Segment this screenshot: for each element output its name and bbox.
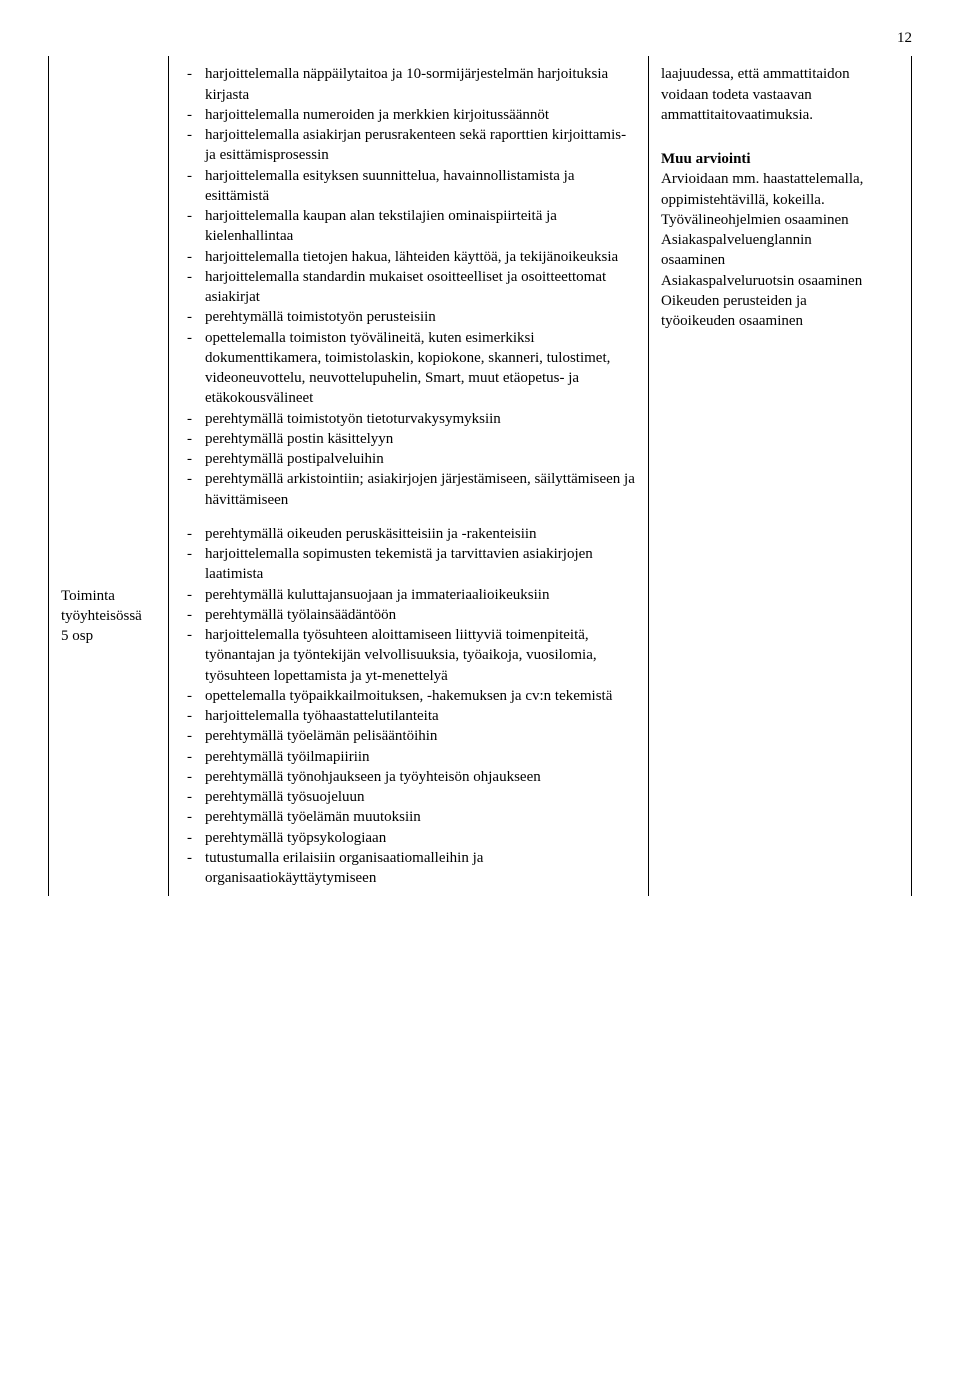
right-heading: Muu arviointi: [661, 149, 869, 169]
bullet-list-2: perehtymällä oikeuden peruskäsitteisiin …: [181, 524, 638, 889]
list-item: opettelemalla toimiston työvälineitä, ku…: [181, 328, 638, 409]
list-item: harjoittelemalla standardin mukaiset oso…: [181, 267, 638, 308]
list-item: harjoittelemalla työhaastattelutilanteit…: [181, 706, 638, 726]
bullet-list-1: harjoittelemalla näppäilytaitoa ja 10-so…: [181, 64, 638, 510]
right-p3: Asiakaspalveluenglannin osaaminen: [661, 230, 869, 271]
list-item: tutustumalla erilaisiin organisaatiomall…: [181, 848, 638, 889]
list-item: perehtymällä arkistointiin; asiakirjojen…: [181, 469, 638, 510]
center-column: harjoittelemalla näppäilytaitoa ja 10-so…: [169, 56, 649, 896]
list-item: opettelemalla työpaikkailmoituksen, -hak…: [181, 686, 638, 706]
right-p5: Oikeuden perusteiden ja työoikeuden osaa…: [661, 291, 869, 332]
list-item: harjoittelemalla tietojen hakua, lähteid…: [181, 247, 638, 267]
list-item: harjoittelemalla asiakirjan perusrakente…: [181, 125, 638, 166]
list-item: perehtymällä postin käsittelyyn: [181, 429, 638, 449]
list-item: perehtymällä työsuojeluun: [181, 787, 638, 807]
content-grid: Toiminta työyhteisössä 5 osp harjoittele…: [48, 56, 912, 896]
list-item: perehtymällä oikeuden peruskäsitteisiin …: [181, 524, 638, 544]
list-item: perehtymällä työlainsäädäntöön: [181, 605, 638, 625]
list-item: harjoittelemalla näppäilytaitoa ja 10-so…: [181, 64, 638, 105]
list-item: harjoittelemalla numeroiden ja merkkien …: [181, 105, 638, 125]
list-item: perehtymällä toimistotyön perusteisiin: [181, 307, 638, 327]
module-title: Toiminta työyhteisössä 5 osp: [61, 586, 158, 647]
list-item: harjoittelemalla esityksen suunnittelua,…: [181, 166, 638, 207]
right-p1: Arvioidaan mm. haastattelemalla, oppimis…: [661, 169, 869, 210]
right-p2: Työvälineohjelmien osaaminen: [661, 210, 869, 230]
right-intro: laajuudessa, että ammattitaidon voidaan …: [661, 64, 869, 125]
module-title-line1: Toiminta: [61, 588, 115, 604]
page-number: 12: [48, 28, 912, 48]
list-item: perehtymällä työelämän pelisääntöihin: [181, 726, 638, 746]
list-item: perehtymällä työpsykologiaan: [181, 828, 638, 848]
list-item: perehtymällä postipalveluihin: [181, 449, 638, 469]
list-item: perehtymällä työnohjaukseen ja työyhteis…: [181, 767, 638, 787]
list-item: perehtymällä työelämän muutoksiin: [181, 807, 638, 827]
left-column: Toiminta työyhteisössä 5 osp: [49, 56, 169, 896]
list-item: harjoittelemalla työsuhteen aloittamisee…: [181, 625, 638, 686]
module-title-line2: työyhteisössä: [61, 608, 142, 624]
list-item: perehtymällä toimistotyön tietoturvakysy…: [181, 409, 638, 429]
list-item: perehtymällä työilmapiiriin: [181, 747, 638, 767]
right-column: laajuudessa, että ammattitaidon voidaan …: [649, 56, 879, 896]
list-item: harjoittelemalla kaupan alan tekstilajie…: [181, 206, 638, 247]
list-item: harjoittelemalla sopimusten tekemistä ja…: [181, 544, 638, 585]
list-item: perehtymällä kuluttajansuojaan ja immate…: [181, 585, 638, 605]
module-title-line3: 5 osp: [61, 628, 93, 644]
right-p4: Asiakaspalveluruotsin osaaminen: [661, 271, 869, 291]
